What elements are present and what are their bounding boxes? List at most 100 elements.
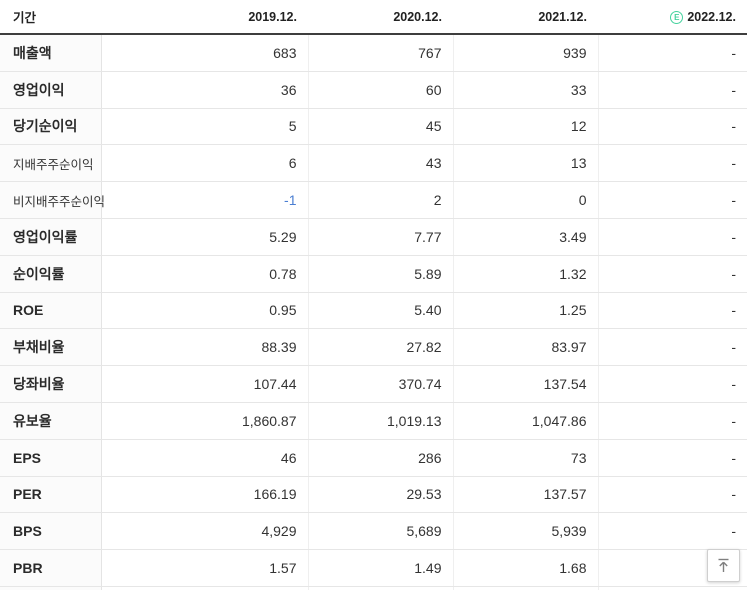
cell-value: - [598, 71, 747, 109]
row-label: 순이익률 [0, 255, 102, 293]
cell-value: - [598, 439, 747, 477]
cell-value: 4,929 [101, 512, 309, 551]
cell-value: 12 [453, 108, 599, 146]
cell-value: 83.97 [453, 328, 599, 367]
estimate-icon: E [670, 10, 684, 24]
table-row: 비지배주주순이익 -1 2 0- [0, 181, 747, 219]
cell-value: 1,019.13 [308, 402, 454, 440]
cell-value: 286 [308, 439, 454, 477]
cell-value: - [598, 181, 747, 219]
row-label: PER [0, 476, 102, 514]
cell-value: 3.49 [453, 218, 599, 256]
row-label: EPS [0, 439, 102, 477]
cell-value: - [598, 34, 747, 72]
cell-value: - [598, 586, 747, 590]
row-label: 비지배주주순이익 [0, 181, 105, 219]
cell-value: 1.57 [101, 549, 309, 587]
cell-value: - [101, 586, 309, 590]
cell-value: 1,047.86 [453, 402, 599, 440]
cell-value: 939 [453, 34, 599, 72]
row-label: 매출액 [0, 34, 102, 72]
cell-value: 60 [308, 71, 454, 109]
cell-value: 137.57 [453, 476, 599, 514]
cell-value: 370.74 [308, 365, 454, 403]
column-header-2020-12: 2020.12. [308, 0, 453, 35]
cell-value: - [453, 586, 599, 590]
row-label: 당기순이익 [0, 108, 102, 146]
cell-value: 33 [453, 71, 599, 109]
table-row: 당기순이익 5 45 12- [0, 108, 747, 146]
cell-value: - [598, 476, 747, 514]
table-row: 당좌비율 107.44 370.74 137.54- [0, 365, 747, 403]
table-row: BPS 4,929 5,689 5,939- [0, 512, 747, 551]
cell-value: 29.53 [308, 476, 454, 514]
row-label: 지배주주순이익 [0, 144, 102, 183]
cell-value: 1.68 [453, 549, 599, 587]
cell-value: 5.89 [308, 255, 454, 293]
cell-value: 683 [101, 34, 309, 72]
cell-value: 2 [308, 181, 454, 219]
cell-value: - [598, 255, 747, 293]
row-label: 영업이익 [0, 71, 102, 109]
cell-value: 5.29 [101, 218, 309, 256]
table-body: 매출액 683 767 939- 영업이익 36 60 33- 당기순이익 5 45 12- 지배주주순… [0, 34, 747, 590]
cell-value: 0.95 [101, 292, 309, 330]
cell-value: - [308, 586, 454, 590]
cell-value: 1.25 [453, 292, 599, 330]
cell-value: 88.39 [101, 328, 309, 367]
cell-value: 5,939 [453, 512, 599, 551]
table-row: 영업이익률 5.29 7.77 3.49- [0, 218, 747, 256]
row-label: 부채비율 [0, 328, 102, 367]
cell-value: 166.19 [101, 476, 309, 514]
cell-value: 7.77 [308, 218, 454, 256]
cell-value: -1 [101, 181, 309, 219]
scroll-to-top-button[interactable] [707, 549, 740, 582]
cell-value: 767 [308, 34, 454, 72]
cell-value: 36 [101, 71, 309, 109]
row-label: 당좌비율 [0, 365, 102, 403]
cell-value: 45 [308, 108, 454, 146]
cell-value: - [598, 292, 747, 330]
table-row: 영업이익 36 60 33- [0, 71, 747, 109]
cell-value: 46 [101, 439, 309, 477]
header-row: 기간 2019.12. 2020.12. 2021.12. E 2022.12. [0, 0, 747, 35]
cell-value: - [598, 328, 747, 367]
table-row: EPS 46 286 73- [0, 439, 747, 477]
row-label: 주당배당금 [0, 586, 102, 590]
table-row: 부채비율 88.39 27.82 83.97- [0, 328, 747, 367]
cell-value: 6 [101, 144, 309, 183]
cell-value: 0 [453, 181, 599, 219]
cell-value: 137.54 [453, 365, 599, 403]
cell-value: 5.40 [308, 292, 454, 330]
column-header-2022-12-label: 2022.12. [687, 9, 736, 24]
row-label: 유보율 [0, 402, 102, 440]
cell-value: 27.82 [308, 328, 454, 367]
cell-value: 1.32 [453, 255, 599, 293]
cell-value: 107.44 [101, 365, 309, 403]
cell-value: 73 [453, 439, 599, 477]
column-header-2021-12: 2021.12. [453, 0, 598, 35]
cell-value: - [598, 108, 747, 146]
row-label: BPS [0, 512, 102, 551]
cell-value: 43 [308, 144, 454, 183]
row-label: 영업이익률 [0, 218, 102, 256]
table-row: 주당배당금---- [0, 586, 747, 590]
cell-value: 1,860.87 [101, 402, 309, 440]
cell-value: - [598, 512, 747, 551]
cell-value: - [598, 402, 747, 440]
cell-value: 5,689 [308, 512, 454, 551]
scroll-to-top-icon [718, 558, 729, 572]
table-row: PER 166.19 29.53 137.57- [0, 476, 747, 514]
cell-value: 5 [101, 108, 309, 146]
table-row: 매출액 683 767 939- [0, 34, 747, 72]
cell-value: - [598, 218, 747, 256]
cell-value: 13 [453, 144, 599, 183]
cell-value: - [598, 144, 747, 183]
row-label: ROE [0, 292, 102, 330]
column-header-2022-12-estimate: E 2022.12. [598, 0, 747, 35]
row-label: PBR [0, 549, 102, 587]
table-row: 유보율 1,860.87 1,019.13 1,047.86- [0, 402, 747, 440]
